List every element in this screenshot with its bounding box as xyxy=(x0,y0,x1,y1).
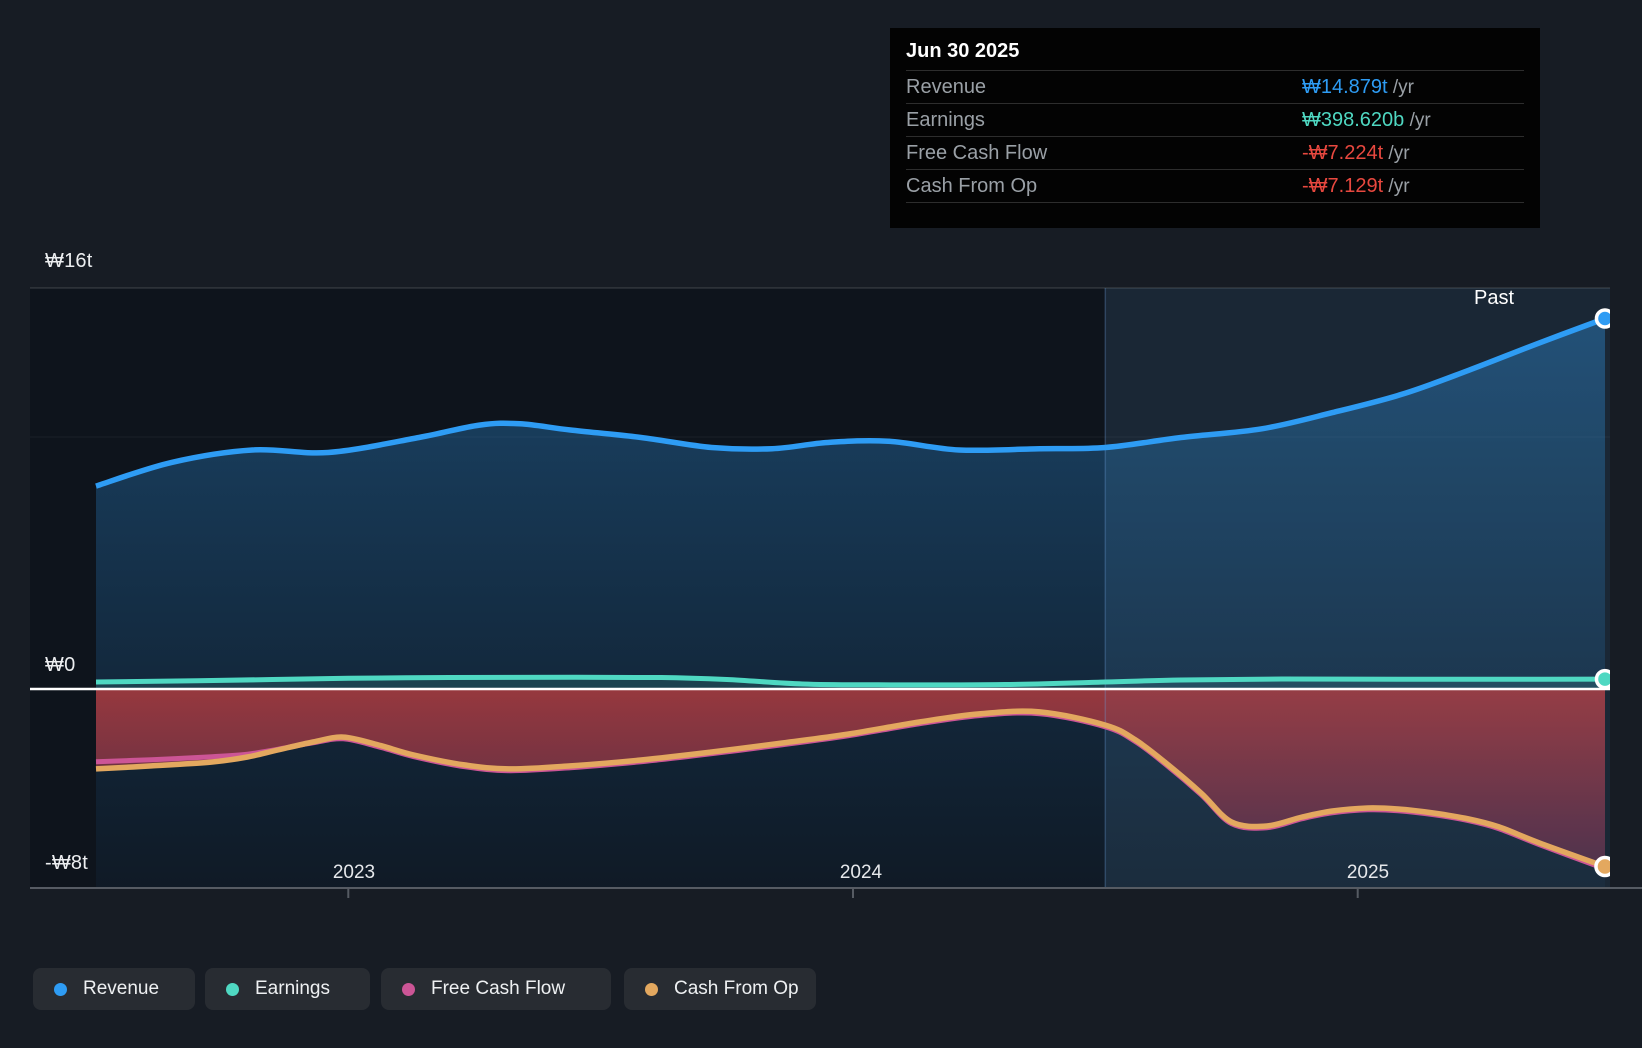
free-cash-flow-dot-icon xyxy=(402,982,415,996)
earnings-line xyxy=(95,674,1606,688)
x-axis-label-2024: 2024 xyxy=(839,862,883,883)
y-axis-label-0: ₩0 xyxy=(45,654,76,676)
x-axis-label-2023: 2023 xyxy=(332,862,376,883)
tooltip-date: Jun 30 2025 xyxy=(906,40,1020,62)
y-axis-label-16t: ₩16t xyxy=(45,250,93,272)
x-axis-label-2025: 2025 xyxy=(1346,862,1390,883)
earnings-dot-icon xyxy=(226,982,239,996)
highlight-tint xyxy=(1105,288,1610,888)
tooltip-row-free-cash-flow: Free Cash Flow -₩7.224t /yr xyxy=(906,136,1524,169)
cash-from-op-line xyxy=(95,708,1606,870)
tooltip-value: ₩14.879t /yr xyxy=(1302,75,1414,98)
tooltip-label: Cash From Op xyxy=(906,174,1038,197)
legend-item-revenue[interactable]: Revenue xyxy=(33,968,195,1010)
chart-legend: Revenue Earnings Free Cash Flow Cash Fro… xyxy=(0,968,1642,1010)
legend-item-free-cash-flow[interactable]: Free Cash Flow xyxy=(381,968,611,1010)
legend-item-cash-from-op[interactable]: Cash From Op xyxy=(624,968,816,1010)
right-edge-mask xyxy=(1610,0,1642,1048)
tooltip-value: -₩7.129t /yr xyxy=(1302,174,1410,197)
cash-from-op-area xyxy=(96,689,1605,867)
revenue-line xyxy=(95,315,1606,489)
tooltip-label: Earnings xyxy=(906,108,985,131)
legend-label: Earnings xyxy=(255,978,330,999)
tooltip-label: Revenue xyxy=(906,75,987,98)
tooltip-value: -₩7.224t /yr xyxy=(1302,141,1410,164)
tooltip-row-earnings: Earnings ₩398.620b /yr xyxy=(906,103,1524,136)
tooltip-row-cash-from-op: Cash From Op -₩7.129t /yr xyxy=(906,169,1524,202)
legend-label: Cash From Op xyxy=(674,978,799,999)
legend-label: Revenue xyxy=(83,978,160,999)
y-axis-label-neg8t: -₩8t xyxy=(45,852,89,874)
cash-from-op-dot-icon xyxy=(645,982,658,996)
tooltip-row-revenue: Revenue ₩14.879t /yr xyxy=(906,70,1524,103)
legend-item-earnings[interactable]: Earnings xyxy=(205,968,370,1010)
chart-tooltip: Jun 30 2025 Revenue ₩14.879t /yr Earning… xyxy=(890,28,1540,228)
tooltip-value: ₩398.620b /yr xyxy=(1302,108,1431,131)
revenue-dot-icon xyxy=(54,982,67,996)
tooltip-label: Free Cash Flow xyxy=(906,141,1048,164)
past-region-label: Past xyxy=(1474,287,1515,309)
legend-label: Free Cash Flow xyxy=(431,978,566,999)
